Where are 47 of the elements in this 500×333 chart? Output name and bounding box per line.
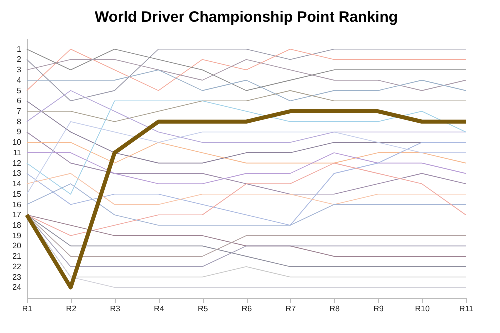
- y-tick-label: 15: [12, 190, 22, 199]
- y-tick-label: 17: [12, 210, 22, 220]
- y-tick-label: 22: [12, 262, 22, 272]
- y-tick-label: 13: [12, 169, 22, 178]
- line-series: [26, 100, 466, 195]
- y-tick-label: 10: [12, 138, 22, 148]
- y-tick-label: 2: [17, 55, 22, 64]
- line-series: [26, 59, 466, 92]
- y-tick-label: 12: [12, 158, 22, 168]
- y-tick-label: 11: [13, 148, 22, 158]
- x-tick-label: R4: [154, 304, 165, 314]
- line-series: [26, 142, 466, 226]
- x-tick-label: R2: [66, 304, 78, 314]
- line-series: [26, 48, 466, 92]
- y-tick-label: 9: [17, 128, 22, 137]
- x-tick-label: R3: [110, 304, 121, 314]
- y-tick-label: 23: [12, 272, 22, 282]
- y-tick-label: 14: [12, 180, 22, 189]
- x-tick-label: R6: [242, 304, 253, 314]
- line-series: [26, 48, 466, 102]
- x-tick-label: R7: [286, 304, 297, 314]
- line-series: [26, 70, 466, 102]
- y-tick-label: 6: [17, 96, 22, 106]
- x-tick-label: R10: [415, 304, 430, 314]
- chart-title: World Driver Championship Point Ranking: [94, 9, 398, 26]
- y-tick-label: 18: [12, 220, 22, 230]
- y-tick-label: 24: [12, 283, 22, 292]
- y-tick-label: 4: [17, 76, 22, 85]
- line-series: [26, 152, 466, 184]
- y-tick-label: 21: [12, 252, 22, 262]
- x-tick-label: R1: [22, 304, 34, 314]
- x-tick-label: R5: [198, 304, 209, 314]
- y-tick-label: 16: [12, 200, 22, 210]
- y-tick-label: 5: [17, 86, 22, 96]
- line-series: [25, 110, 468, 290]
- y-tick-label: 8: [17, 117, 22, 126]
- y-tick-label: 3: [17, 66, 22, 75]
- line-series: [26, 90, 466, 143]
- y-tick-label: 7: [17, 107, 22, 116]
- x-tick-label: R9: [374, 304, 384, 314]
- x-tick-label: R11: [459, 304, 474, 314]
- line-series: [26, 90, 466, 122]
- y-tick-label: 19: [12, 231, 22, 240]
- y-tick-label: 20: [12, 242, 22, 251]
- x-tick-label: R8: [330, 304, 340, 314]
- line-series: [26, 173, 466, 206]
- y-tick-label: 1: [17, 44, 22, 54]
